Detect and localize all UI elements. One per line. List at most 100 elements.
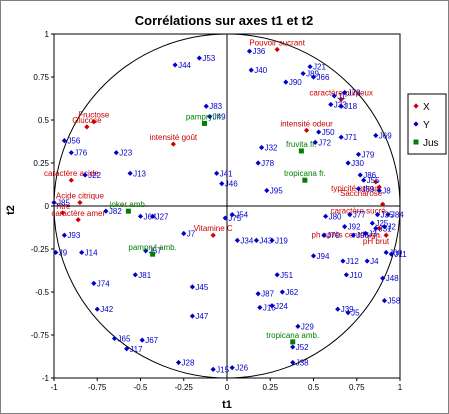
- y-point: [82, 172, 88, 178]
- y-point: [132, 272, 138, 278]
- y-point: [61, 138, 67, 144]
- x-point: [274, 46, 280, 53]
- y-point-label: J83: [209, 102, 222, 111]
- y-point-label: J24: [275, 302, 288, 311]
- y-point-label: J84: [391, 211, 404, 220]
- y-point-label: J19: [275, 236, 288, 245]
- x-tick-label: -0.75: [88, 383, 107, 392]
- x-tick-label: -1: [50, 383, 58, 392]
- y-point: [229, 212, 235, 218]
- y-point-label: J65: [118, 334, 131, 343]
- x-point-label: intensité odeur: [280, 119, 333, 128]
- y-point: [264, 187, 270, 194]
- y-point: [259, 144, 265, 151]
- y-point-label: J59: [361, 185, 374, 194]
- y-point: [381, 224, 388, 230]
- y-point-label: J81: [138, 271, 151, 280]
- y-point-label: J86: [363, 171, 376, 180]
- y-point-label: J79: [361, 150, 374, 159]
- y-point-label: J23: [119, 149, 132, 158]
- y-point: [222, 215, 228, 221]
- y-point: [103, 208, 109, 214]
- legend-label-jus: Jus: [423, 138, 439, 149]
- y-point: [203, 103, 209, 109]
- y-point-label: J74: [97, 279, 110, 288]
- y-point-label: J62: [285, 288, 298, 297]
- x-point-label: Saccharose: [340, 189, 383, 198]
- y-point-label: J71: [344, 133, 357, 142]
- y-point: [139, 337, 145, 343]
- y-point: [255, 291, 261, 297]
- y-point: [229, 365, 235, 371]
- y-point-label: J36: [252, 47, 265, 56]
- y-point-label: J32: [265, 144, 278, 153]
- y-point: [340, 258, 346, 264]
- y-tick-label: -0.25: [31, 245, 50, 254]
- x-point-label: caractère sucré: [331, 206, 387, 215]
- jus-point-label: fruvita fr.: [286, 140, 317, 149]
- x-point: [303, 127, 310, 133]
- x-point: [376, 184, 382, 190]
- ticks-layer: -1 -0.75 -0.5 -0.25 0 0.25 0.5 0.75 1 1 0.75 0.5 0.2…: [31, 30, 403, 392]
- y-point: [355, 151, 362, 157]
- y-point-label: J89: [306, 70, 319, 79]
- y-point: [137, 213, 144, 219]
- y-point-label: J44: [178, 61, 191, 70]
- y-point-label: J16: [263, 303, 276, 312]
- x-point: [338, 96, 344, 102]
- jus-point: [302, 177, 308, 183]
- y-point: [68, 150, 74, 156]
- y-point-label: J49: [213, 113, 226, 122]
- y-point-label: J40: [254, 66, 267, 75]
- x-point-label: caractère pulpeux: [309, 88, 373, 97]
- y-point: [143, 248, 149, 254]
- y-point-label: J85: [57, 199, 70, 208]
- y-point-label: J5: [351, 309, 360, 318]
- y-point-label: J96: [356, 231, 369, 240]
- y-point-label: J72: [318, 138, 331, 147]
- y-point-label: J94: [317, 252, 330, 261]
- x-tick-label: 0.25: [262, 383, 278, 392]
- x-tick-label: 0.5: [308, 383, 320, 392]
- y-point-label: J3: [368, 230, 377, 239]
- jus-point-label: tropicana amb.: [266, 331, 319, 340]
- x-point: [383, 232, 389, 238]
- y-point-label: J53: [202, 54, 215, 63]
- y-point: [310, 74, 317, 80]
- x-point-label: caractère amer: [51, 209, 105, 218]
- y-point: [175, 359, 182, 366]
- legend-marker-y: [413, 121, 419, 127]
- y-point: [300, 70, 306, 77]
- y-point: [388, 251, 394, 257]
- y-point-label: J92: [348, 223, 361, 232]
- y-point: [383, 249, 389, 256]
- y-point-label: J47: [195, 312, 208, 321]
- y-point: [150, 213, 156, 219]
- y-point: [246, 48, 253, 54]
- y-point: [207, 113, 213, 120]
- y-point-label: J87: [261, 290, 274, 299]
- y-point: [255, 160, 261, 166]
- y-point-label: J55: [367, 176, 380, 185]
- y-point: [196, 55, 202, 61]
- y-point: [362, 230, 368, 237]
- x-point-label: Titre: [55, 202, 71, 211]
- jus-point: [125, 208, 131, 214]
- y-point: [219, 181, 225, 187]
- y-point-label: J25: [375, 219, 388, 228]
- y-point-label: J28: [182, 359, 195, 368]
- y-point-label: J48: [386, 274, 399, 283]
- x-tick-label: 0.75: [349, 383, 365, 392]
- chart-title: Corrélations sur axes t1 et t2: [135, 13, 313, 28]
- jus-point: [290, 339, 296, 345]
- y-point: [214, 170, 220, 176]
- y-point: [269, 303, 275, 309]
- y-point-label: J54: [235, 211, 248, 220]
- y-point-label: J8: [382, 187, 391, 196]
- points-layer: Pouvoir sucrant caractère pulpeux intensit…: [44, 38, 407, 374]
- y-point: [127, 170, 133, 176]
- x-point: [380, 201, 386, 207]
- legend-marker-jus: [413, 139, 419, 145]
- y-point-label: J17: [130, 345, 143, 354]
